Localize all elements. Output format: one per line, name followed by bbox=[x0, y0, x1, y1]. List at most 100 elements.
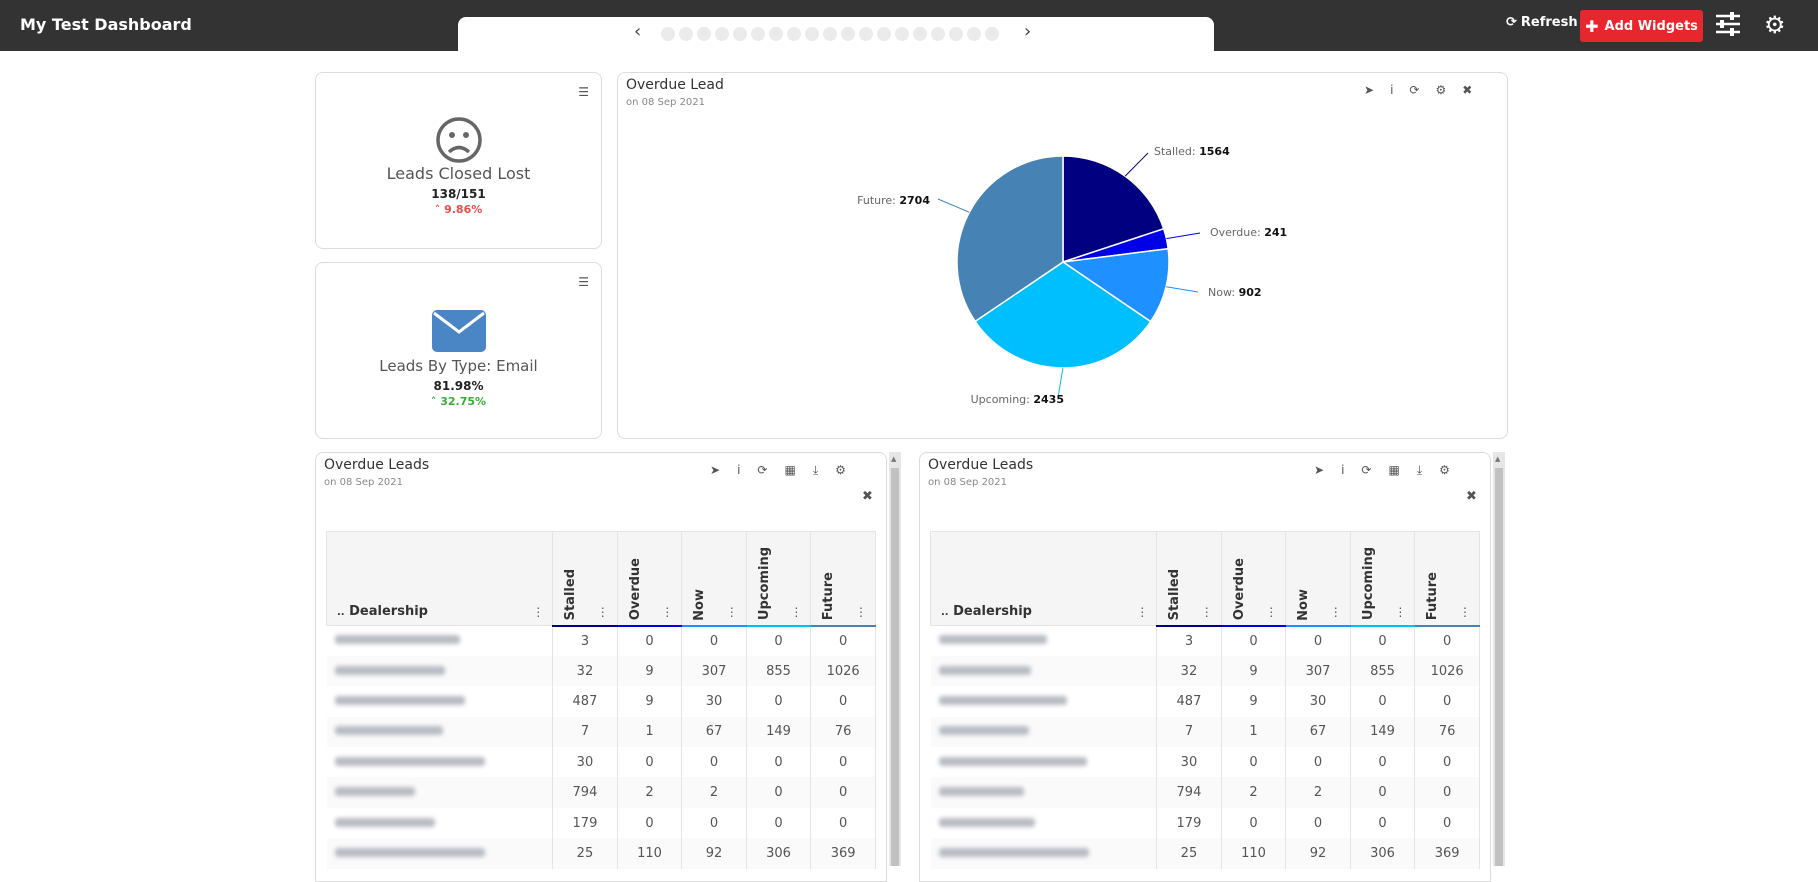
table-row[interactable]: 179 0 0 0 0 bbox=[930, 807, 1480, 839]
gear-icon[interactable]: ⚙ bbox=[1439, 463, 1450, 477]
gear-icon[interactable]: ⚙ bbox=[835, 463, 846, 477]
send-icon[interactable]: ➤ bbox=[710, 463, 721, 477]
column-header-overdue[interactable]: Overdue ⋮ bbox=[616, 531, 683, 627]
add-widgets-button[interactable]: ✚ Add Widgets bbox=[1580, 10, 1703, 42]
carousel-dot[interactable] bbox=[679, 27, 693, 41]
column-menu-icon[interactable]: ⋮ bbox=[596, 604, 609, 619]
sliders-icon[interactable] bbox=[1714, 11, 1742, 43]
column-header-upcoming[interactable]: Upcoming ⋮ bbox=[1349, 531, 1416, 627]
carousel-dot[interactable] bbox=[823, 27, 837, 41]
carousel-dot[interactable] bbox=[715, 27, 729, 41]
carousel-dot[interactable] bbox=[697, 27, 711, 41]
carousel-dot[interactable] bbox=[661, 27, 675, 41]
info-icon[interactable]: i bbox=[737, 463, 741, 477]
refresh-icon[interactable]: ⟳ bbox=[757, 463, 768, 477]
refresh-icon[interactable]: ⟳ bbox=[1409, 83, 1420, 97]
dealership-cell-redacted bbox=[326, 686, 554, 717]
table-row[interactable]: 25 110 92 306 369 bbox=[930, 838, 1480, 869]
carousel-dot[interactable] bbox=[841, 27, 855, 41]
table-row[interactable]: 7 1 67 149 76 bbox=[930, 716, 1480, 748]
send-icon[interactable]: ➤ bbox=[1314, 463, 1325, 477]
column-header-future[interactable]: Future ⋮ bbox=[810, 531, 876, 627]
column-menu-icon[interactable]: ⋮ bbox=[1136, 605, 1149, 619]
download-icon[interactable]: ⤓ bbox=[812, 463, 819, 477]
table-row[interactable]: 794 2 2 0 0 bbox=[326, 777, 876, 808]
scroll-up-icon[interactable]: ▲ bbox=[891, 455, 897, 463]
refresh-button[interactable]: ⟳ Refresh bbox=[1506, 15, 1578, 30]
column-menu-icon[interactable]: ⋮ bbox=[725, 604, 738, 619]
refresh-icon[interactable]: ⟳ bbox=[1361, 463, 1372, 477]
chevron-left-icon[interactable]: ‹ bbox=[634, 21, 642, 42]
column-header-dealership[interactable]: .. Dealership ⋮ bbox=[929, 531, 1158, 626]
column-menu-icon[interactable]: ⋮ bbox=[855, 604, 867, 619]
column-menu-icon[interactable]: ⋮ bbox=[1265, 604, 1278, 619]
column-menu-icon[interactable]: ⋮ bbox=[1394, 604, 1407, 619]
carousel-dot[interactable] bbox=[877, 27, 891, 41]
carousel-dot[interactable] bbox=[787, 27, 801, 41]
carousel-dot[interactable] bbox=[805, 27, 819, 41]
close-icon[interactable]: ✖ bbox=[1466, 489, 1477, 504]
close-icon[interactable]: ✖ bbox=[1462, 83, 1473, 97]
column-header-overdue[interactable]: Overdue ⋮ bbox=[1220, 531, 1287, 627]
column-header-future[interactable]: Future ⋮ bbox=[1414, 531, 1480, 627]
table-row[interactable]: 487 9 30 0 0 bbox=[930, 686, 1480, 717]
column-header-now[interactable]: Now ⋮ bbox=[1285, 531, 1351, 627]
scrollbar-thumb[interactable] bbox=[891, 468, 899, 866]
column-menu-icon[interactable]: ⋮ bbox=[790, 604, 803, 619]
table-cell: 0 bbox=[745, 777, 812, 808]
chevron-right-icon[interactable]: › bbox=[1024, 21, 1032, 42]
table-row[interactable]: 30 0 0 0 0 bbox=[930, 747, 1480, 778]
table-icon[interactable]: ▦ bbox=[784, 463, 796, 477]
table-cell: 0 bbox=[1414, 747, 1480, 778]
info-icon[interactable]: i bbox=[1341, 463, 1345, 477]
info-icon[interactable]: i bbox=[1390, 83, 1394, 97]
vertical-scrollbar[interactable]: ▲ bbox=[1493, 452, 1505, 866]
carousel-dot[interactable] bbox=[769, 27, 783, 41]
column-header-stalled[interactable]: Stalled ⋮ bbox=[1156, 531, 1222, 627]
pie-slice-future[interactable] bbox=[956, 155, 1064, 323]
carousel-dot[interactable] bbox=[859, 27, 873, 41]
widget-settings-icon[interactable]: ☰ bbox=[578, 85, 589, 99]
column-header-dealership[interactable]: .. Dealership ⋮ bbox=[325, 531, 554, 626]
column-menu-icon[interactable]: ⋮ bbox=[1459, 604, 1471, 619]
table-row[interactable]: 7 1 67 149 76 bbox=[326, 716, 876, 748]
vertical-scrollbar[interactable]: ▲ bbox=[889, 452, 901, 866]
pie-slice-now[interactable] bbox=[1060, 247, 1170, 323]
table-row[interactable]: 487 9 30 0 0 bbox=[326, 686, 876, 717]
carousel-dot[interactable] bbox=[931, 27, 945, 41]
gear-icon[interactable]: ⚙ bbox=[1764, 11, 1786, 39]
carousel-dot[interactable] bbox=[895, 27, 909, 41]
table-row[interactable]: 794 2 2 0 0 bbox=[930, 777, 1480, 808]
carousel-dot[interactable] bbox=[949, 27, 963, 41]
scrollbar-thumb[interactable] bbox=[1495, 468, 1503, 866]
carousel-dot[interactable] bbox=[913, 27, 927, 41]
column-menu-icon[interactable]: ⋮ bbox=[532, 605, 545, 619]
column-menu-icon[interactable]: ⋮ bbox=[1329, 604, 1342, 619]
widget-settings-icon[interactable]: ☰ bbox=[578, 275, 589, 289]
column-menu-icon[interactable]: ⋮ bbox=[1200, 604, 1213, 619]
carousel-dot[interactable] bbox=[733, 27, 747, 41]
table-row[interactable]: 30 0 0 0 0 bbox=[326, 747, 876, 778]
table-row[interactable]: 179 0 0 0 0 bbox=[326, 807, 876, 839]
table-row[interactable]: 25 110 92 306 369 bbox=[326, 838, 876, 869]
column-menu-icon[interactable]: ⋮ bbox=[661, 604, 674, 619]
table-icon[interactable]: ▦ bbox=[1388, 463, 1400, 477]
carousel-dot[interactable] bbox=[751, 27, 765, 41]
table-cell: 92 bbox=[681, 838, 747, 869]
table-cell: 0 bbox=[810, 625, 876, 656]
carousel-dot[interactable] bbox=[967, 27, 981, 41]
download-icon[interactable]: ⤓ bbox=[1416, 463, 1423, 477]
column-header-now[interactable]: Now ⋮ bbox=[681, 531, 747, 627]
gear-icon[interactable]: ⚙ bbox=[1435, 83, 1447, 97]
table-row[interactable]: 32 9 307 855 1026 bbox=[326, 655, 876, 687]
table-row[interactable]: 32 9 307 855 1026 bbox=[930, 655, 1480, 687]
scroll-up-icon[interactable]: ▲ bbox=[1495, 455, 1501, 463]
carousel-dot[interactable] bbox=[985, 27, 999, 41]
column-header-stalled[interactable]: Stalled ⋮ bbox=[552, 531, 618, 627]
pie-slice-upcoming[interactable] bbox=[974, 261, 1152, 369]
close-icon[interactable]: ✖ bbox=[862, 489, 873, 504]
column-header-upcoming[interactable]: Upcoming ⋮ bbox=[745, 531, 812, 627]
send-icon[interactable]: ➤ bbox=[1364, 83, 1375, 97]
